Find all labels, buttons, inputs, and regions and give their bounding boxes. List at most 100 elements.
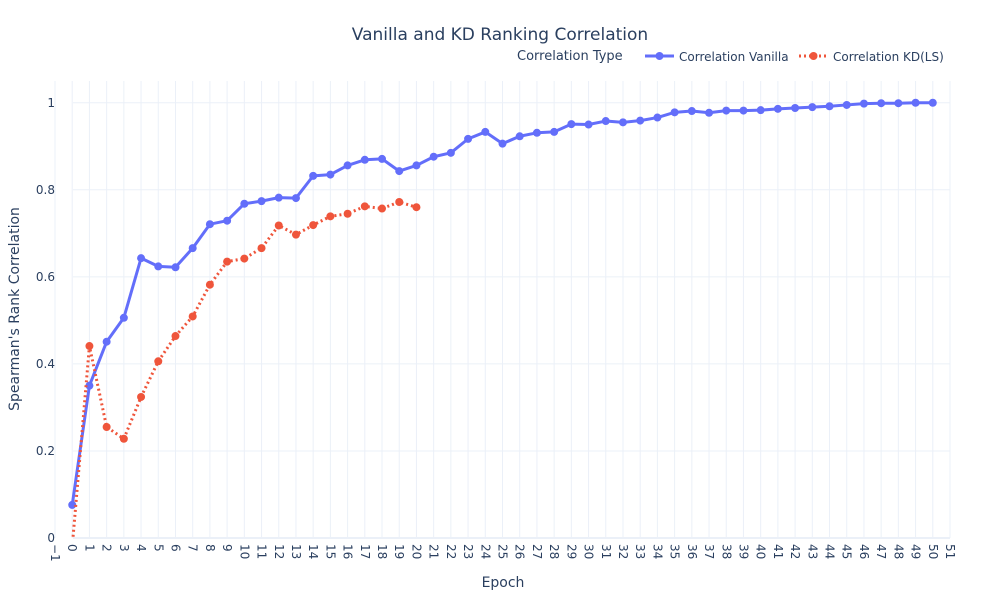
data-point[interactable] [670,108,679,117]
data-point[interactable] [412,203,421,212]
data-point[interactable] [412,161,421,170]
data-point[interactable] [894,99,903,108]
data-point[interactable] [773,104,782,113]
data-point[interactable] [257,244,266,253]
y-tick-label: 0.2 [36,444,55,458]
data-point[interactable] [877,99,886,108]
data-point[interactable] [68,500,77,509]
series-line [71,200,417,538]
x-tick-label: 5 [151,544,165,552]
data-point[interactable] [601,117,610,126]
data-point[interactable] [171,332,180,341]
legend-item-vanilla[interactable]: Correlation Vanilla [645,50,789,64]
data-point[interactable] [309,221,318,230]
data-point[interactable] [429,152,438,161]
data-point[interactable] [85,342,94,351]
y-tick-label: 0.8 [36,183,55,197]
y-tick-label: 1 [47,96,55,110]
x-tick-label: 19 [392,544,406,559]
data-point[interactable] [188,244,197,253]
data-point[interactable] [395,167,404,176]
data-point[interactable] [257,197,266,206]
x-tick-label: 1 [82,544,96,552]
x-tick-label: 2 [100,544,114,552]
data-point[interactable] [102,337,111,346]
data-point[interactable] [205,220,214,229]
data-point[interactable] [85,381,94,390]
data-point[interactable] [808,103,817,112]
data-point[interactable] [240,199,249,208]
data-point[interactable] [653,113,662,122]
data-point[interactable] [859,99,868,108]
x-tick-label: 15 [323,544,337,559]
x-tick-label: 41 [771,544,785,559]
data-point[interactable] [171,263,180,272]
data-point[interactable] [154,357,163,366]
x-tick-label: 28 [547,544,561,559]
data-point[interactable] [498,139,507,148]
data-point[interactable] [309,171,318,180]
data-point[interactable] [119,434,128,443]
x-axis-title: Epoch [482,575,525,591]
data-point[interactable] [205,280,214,289]
y-tick-label: 0.6 [36,270,55,284]
x-tick-label: 48 [891,544,905,559]
data-point[interactable] [911,98,920,107]
data-point[interactable] [274,221,283,230]
x-tick-label: 10 [237,544,251,559]
data-point[interactable] [928,98,937,107]
data-point[interactable] [223,216,232,225]
data-point[interactable] [154,262,163,271]
data-point[interactable] [687,107,696,116]
legend-title: Correlation Type [517,49,623,64]
data-point[interactable] [515,132,524,141]
data-point[interactable] [825,102,834,111]
data-point[interactable] [102,423,111,432]
x-tick-label: 36 [685,544,699,559]
x-tick-label: −1 [48,544,62,562]
data-point[interactable] [395,197,404,206]
data-point[interactable] [188,312,197,321]
data-point[interactable] [636,116,645,125]
data-point[interactable] [567,120,576,129]
x-tick-label: 21 [427,544,441,559]
data-point[interactable] [618,118,627,127]
data-point[interactable] [326,212,335,221]
data-point[interactable] [223,257,232,266]
data-point[interactable] [842,100,851,109]
data-point[interactable] [240,254,249,263]
data-point[interactable] [343,161,352,170]
data-point[interactable] [343,209,352,218]
data-point[interactable] [705,108,714,117]
series-0 [68,98,937,509]
data-point[interactable] [378,204,387,213]
data-point[interactable] [274,193,283,202]
x-tick-label: 26 [513,544,527,559]
data-point[interactable] [137,392,146,401]
data-point[interactable] [446,148,455,157]
data-point[interactable] [532,128,541,137]
data-point[interactable] [584,120,593,129]
data-point[interactable] [481,127,490,136]
data-point[interactable] [137,254,146,263]
x-tick-label: 12 [272,544,286,559]
x-tick-label: 31 [599,544,613,559]
data-point[interactable] [119,313,128,322]
data-point[interactable] [360,155,369,164]
x-tick-label: 7 [186,544,200,552]
data-point[interactable] [739,106,748,115]
data-point[interactable] [791,103,800,112]
data-point[interactable] [326,170,335,179]
data-point[interactable] [464,134,473,143]
data-point[interactable] [291,194,300,203]
x-tick-label: 37 [702,544,716,559]
data-point[interactable] [378,154,387,163]
data-point[interactable] [360,202,369,211]
data-point[interactable] [722,106,731,115]
data-point[interactable] [291,230,300,239]
data-point[interactable] [756,106,765,115]
data-point[interactable] [550,127,559,136]
x-tick-label: 32 [616,544,630,559]
x-tick-label: 23 [461,544,475,559]
legend-item-kd[interactable]: Correlation KD(LS) [799,50,944,64]
